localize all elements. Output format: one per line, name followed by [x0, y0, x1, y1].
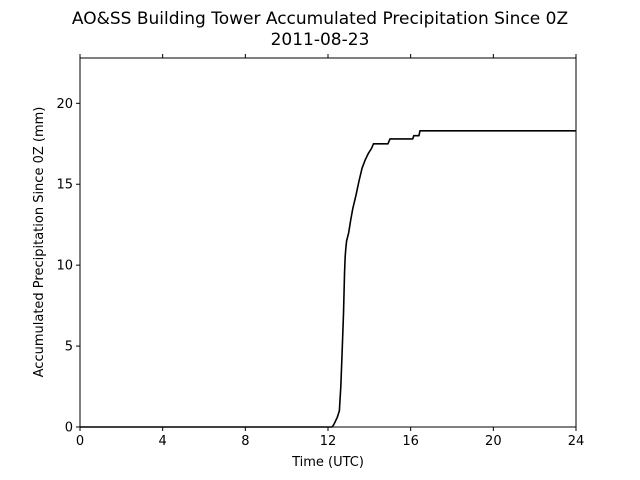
axes-frame: [79, 57, 577, 428]
x-axis-label: Time (UTC): [291, 455, 364, 470]
plot-area: 0 4 8 12 16 20 24 0 5 10 15 20: [56, 54, 584, 449]
x-tick-label: 0: [76, 434, 84, 449]
y-tick-label: 10: [56, 259, 73, 274]
x-tick-label: 24: [568, 434, 585, 449]
x-tick-label: 20: [485, 434, 502, 449]
y-tick-label: 20: [56, 97, 73, 112]
y-tick-label: 0: [65, 421, 73, 436]
x-tick-label: 8: [241, 434, 249, 449]
series-line: [80, 130, 576, 428]
x-tick-label: 12: [320, 434, 337, 449]
y-tick-label: 15: [56, 178, 73, 193]
chart-subtitle: 2011-08-23: [271, 30, 370, 50]
y-tick-label: 5: [65, 340, 73, 355]
x-tick-label: 4: [159, 434, 167, 449]
chart-title: AO&SS Building Tower Accumulated Precipi…: [72, 9, 568, 29]
x-tick-label: 16: [402, 434, 419, 449]
y-axis-label: Accumulated Precipitation Since 0Z (mm): [32, 107, 47, 378]
